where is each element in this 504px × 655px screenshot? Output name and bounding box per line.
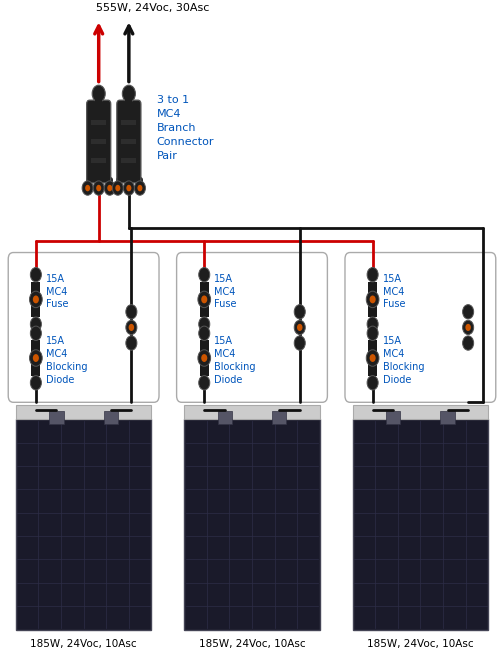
Bar [184,419,320,629]
Circle shape [127,185,132,191]
Circle shape [30,291,42,308]
Circle shape [199,317,210,331]
Circle shape [82,181,93,195]
Circle shape [96,185,101,191]
Circle shape [463,320,474,335]
Bar [121,139,137,144]
Circle shape [33,295,39,303]
Circle shape [30,267,41,282]
Text: 555W, 24Voc, 30Asc: 555W, 24Voc, 30Asc [96,3,210,13]
Circle shape [126,305,137,319]
Circle shape [199,267,210,282]
Circle shape [366,291,379,308]
Circle shape [115,185,120,191]
Circle shape [129,324,134,331]
Bar [91,139,106,144]
Bar [95,92,102,104]
Text: 15A
MC4
Fuse: 15A MC4 Fuse [383,274,405,309]
Circle shape [30,375,41,390]
Circle shape [104,181,115,195]
Bar [16,419,152,629]
Circle shape [126,336,137,350]
Circle shape [294,305,305,319]
Circle shape [199,375,210,390]
Circle shape [463,336,474,350]
Circle shape [198,350,211,366]
Circle shape [199,326,210,341]
FancyBboxPatch shape [176,253,328,402]
Bar [368,282,377,317]
Circle shape [30,326,41,341]
Circle shape [126,320,137,335]
Circle shape [85,185,90,191]
Bar [184,405,320,419]
FancyBboxPatch shape [87,100,111,183]
Bar [352,419,488,629]
FancyBboxPatch shape [117,100,141,183]
Circle shape [138,185,143,191]
Bar [272,411,286,424]
Bar [218,411,232,424]
Text: 15A
MC4
Fuse: 15A MC4 Fuse [46,274,69,309]
Bar [91,158,106,163]
Bar [91,120,106,125]
Circle shape [123,181,135,195]
Bar [200,341,209,375]
Text: 15A
MC4
Blocking
Diode: 15A MC4 Blocking Diode [214,337,256,385]
Text: 15A
MC4
Blocking
Diode: 15A MC4 Blocking Diode [46,337,87,385]
Text: 15A
MC4
Fuse: 15A MC4 Fuse [214,274,237,309]
Circle shape [198,291,211,308]
Text: 185W, 24Voc, 10Asc: 185W, 24Voc, 10Asc [199,639,305,649]
Bar [200,282,209,317]
Circle shape [294,336,305,350]
Circle shape [30,350,42,366]
Bar [16,405,152,419]
Circle shape [463,305,474,319]
Circle shape [369,295,375,303]
Circle shape [294,320,305,335]
Circle shape [201,354,207,362]
Text: 3 to 1
MC4
Branch
Connector
Pair: 3 to 1 MC4 Branch Connector Pair [157,96,214,162]
Circle shape [465,324,471,331]
Bar [104,411,118,424]
Circle shape [367,375,378,390]
Text: 185W, 24Voc, 10Asc: 185W, 24Voc, 10Asc [367,639,474,649]
Bar [49,411,64,424]
Circle shape [367,267,378,282]
Bar [352,405,488,419]
Circle shape [93,181,104,195]
Bar [125,92,133,104]
Text: 185W, 24Voc, 10Asc: 185W, 24Voc, 10Asc [30,639,137,649]
Circle shape [135,181,146,195]
Circle shape [92,85,105,102]
Bar [31,341,40,375]
Circle shape [33,354,39,362]
Circle shape [122,85,136,102]
Circle shape [367,326,378,341]
Text: 15A
MC4
Blocking
Diode: 15A MC4 Blocking Diode [383,337,424,385]
Bar [121,158,137,163]
FancyBboxPatch shape [8,253,159,402]
Circle shape [107,185,112,191]
Bar [31,282,40,317]
Bar [440,411,455,424]
Circle shape [369,354,375,362]
Circle shape [30,317,41,331]
Circle shape [112,181,123,195]
Circle shape [297,324,302,331]
Circle shape [367,317,378,331]
Circle shape [201,295,207,303]
FancyBboxPatch shape [345,253,496,402]
Bar [121,120,137,125]
Bar [386,411,400,424]
Bar [368,341,377,375]
Circle shape [366,350,379,366]
